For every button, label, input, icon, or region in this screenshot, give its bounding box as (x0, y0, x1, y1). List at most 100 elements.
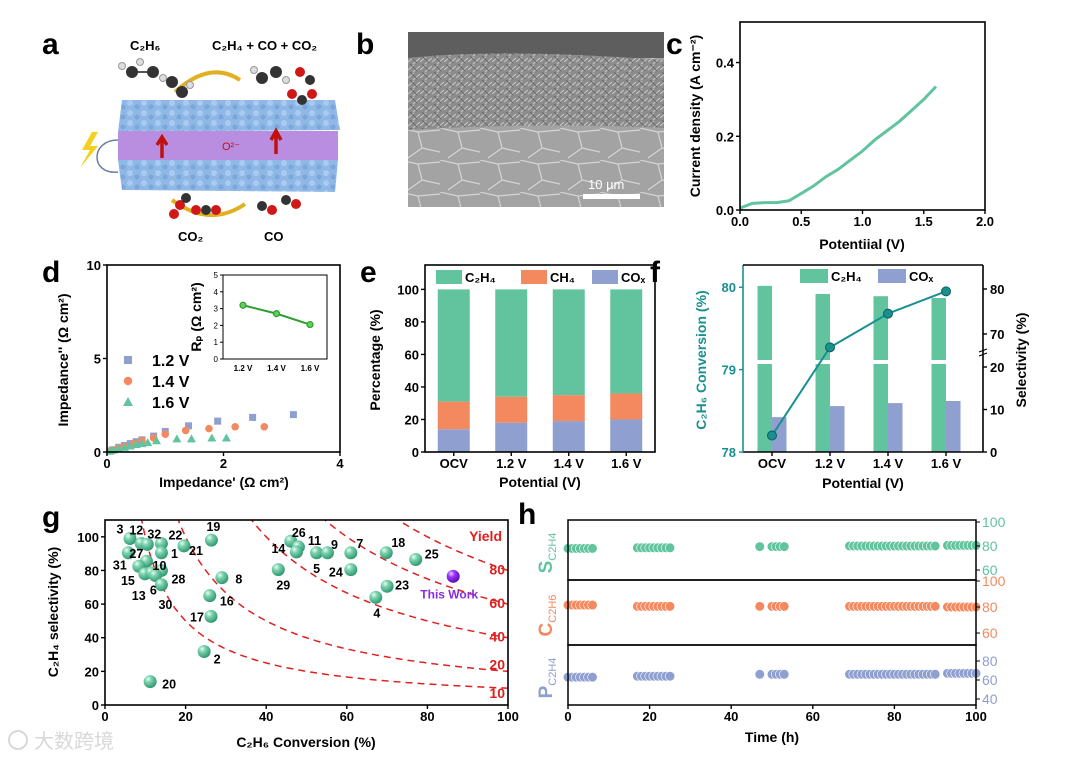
literature-data-point (177, 539, 191, 553)
x-tick-label: 1.2 V (815, 456, 846, 471)
y-axis-label: Selectivity (%) (1013, 313, 1029, 408)
panel-a-cell-schematic: O²⁻ C₂H₆ C₂H₄ + CO + CO₂ CO₂ CO (80, 38, 340, 244)
stability-data-point (930, 669, 941, 680)
literature-data-point (121, 546, 135, 560)
this-work-data-point (446, 569, 460, 583)
y-tick-label: 80 (982, 538, 998, 554)
legend-swatch (878, 269, 906, 283)
stacked-bar-segment (437, 289, 470, 402)
y-tick-label: 60 (982, 562, 998, 578)
y-tick-label: 10 (990, 403, 1004, 418)
c2h4-selectivity-bar (873, 296, 888, 452)
point-label: 15 (121, 574, 135, 588)
y-tick-label: 0.4 (716, 56, 735, 71)
co2-label: CO₂ (178, 229, 204, 244)
y-label-main: S (536, 561, 557, 574)
y-tick-label: 40 (982, 691, 998, 707)
y-tick-label: 78 (722, 445, 736, 460)
legend-label: 1.4 V (152, 374, 190, 391)
legend-label: COₓ (909, 269, 934, 284)
stability-subplot-p: 40 60 80 PC2H4 (536, 644, 998, 707)
axis-break-gap (744, 360, 982, 364)
this-work-label: This Work (420, 587, 478, 601)
y-tick-label: 40 (85, 631, 99, 646)
rp-point (239, 301, 247, 309)
y-tick-label: 10 (87, 258, 101, 273)
panel-f-conversion-selectivity-chart: OCV 1.2 V 1.4 V 1.6 V 78 79 80 0 10 20 70 80 Potenti… (693, 264, 1029, 491)
cox-selectivity-bar (946, 401, 961, 452)
y-tick-label: 80 (982, 653, 998, 669)
data-point-square (289, 411, 297, 419)
stacked-bar-segment (437, 429, 470, 452)
y-tick-label: 80 (85, 563, 99, 578)
x-tick-label: 1.4 V (873, 456, 904, 471)
panel-d-inset-rp-chart: 0 1 2 3 4 5 1.2 V 1.4 V 1.6 V Rₚ (Ω cm²) (188, 271, 328, 373)
axis-break-mark-icon (978, 348, 988, 357)
data-point-circle (205, 424, 213, 433)
anode-layer (118, 100, 340, 132)
yield-curve (396, 520, 508, 572)
literature-data-point (204, 609, 218, 623)
y-axis-label: Rₚ (Ω cm²) (188, 282, 204, 351)
y-tick-label: 1 (214, 338, 219, 347)
x-tick-label: 1.0 (853, 214, 871, 229)
panel-c-current-density-chart: 0.0 0.5 1.0 1.5 2.0 0.0 0.2 0.4 Potentiial (V) Cu… (687, 21, 994, 252)
point-label: 22 (168, 529, 182, 543)
conversion-point (825, 342, 835, 353)
current-density-line (739, 85, 938, 210)
legend-swatch (592, 270, 618, 284)
literature-data-point (148, 569, 162, 582)
point-label: 5 (313, 562, 320, 576)
yield-curve (323, 520, 508, 605)
panel-e-percentage-chart: OCV 1.2 V 1.4 V 1.6 V 0 20 40 60 80 100 Potential … (367, 264, 656, 490)
point-label: 18 (391, 536, 405, 550)
literature-data-point (369, 590, 383, 604)
x-tick-label: OCV (758, 456, 787, 471)
x-tick-label: OCV (440, 456, 469, 471)
legend-label: C₂H₄ (831, 269, 862, 284)
legend-label: C₂H₄ (465, 270, 496, 285)
panel-label-b: b (356, 28, 374, 61)
y-axis-label: Percentage (%) (367, 309, 383, 410)
y-label-main: C (536, 622, 557, 636)
stacked-bar-segment (552, 289, 585, 396)
panel-b-sem-image: 10 µm (408, 32, 664, 207)
y-tick-label: 20 (990, 360, 1004, 375)
stacked-bar-segment (437, 401, 470, 430)
x-tick-label: 4 (336, 456, 344, 471)
x-tick-label: 20 (178, 709, 192, 724)
literature-data-point (197, 645, 211, 659)
point-label: 1 (171, 547, 178, 561)
y-tick-label: 80 (990, 282, 1004, 297)
point-label: 11 (308, 534, 321, 548)
data-point-square (185, 422, 193, 430)
x-tick-label: 2 (220, 456, 227, 471)
point-label: 20 (162, 678, 176, 692)
y-tick-label: 0.2 (716, 129, 734, 144)
rp-point (306, 320, 314, 329)
yield-title: Yield (469, 528, 502, 544)
x-tick-label: 1.2 V (234, 364, 253, 373)
literature-data-point (344, 563, 358, 577)
point-label: 4 (373, 606, 380, 620)
lightning-icon (80, 132, 98, 168)
x-tick-label: 1.6 V (301, 364, 320, 373)
x-tick-label: 40 (724, 709, 738, 724)
point-label: 14 (271, 542, 285, 556)
x-axis-label: C₂H₆ Conversion (%) (236, 734, 375, 750)
stability-data-point (779, 601, 790, 612)
data-point-circle (181, 426, 190, 435)
yield-label: 20 (489, 656, 505, 672)
y-tick-label: 5 (214, 271, 219, 280)
yield-label: 10 (489, 685, 505, 701)
panel-label-e: e (360, 256, 377, 289)
legend-marker-square (124, 356, 132, 364)
literature-data-point (154, 578, 168, 592)
stability-data-point (587, 672, 598, 683)
y-tick-label: 80 (722, 280, 736, 295)
x-tick-label: 0 (564, 709, 571, 724)
literature-data-point (123, 532, 137, 545)
y-label-main: P (536, 685, 557, 698)
